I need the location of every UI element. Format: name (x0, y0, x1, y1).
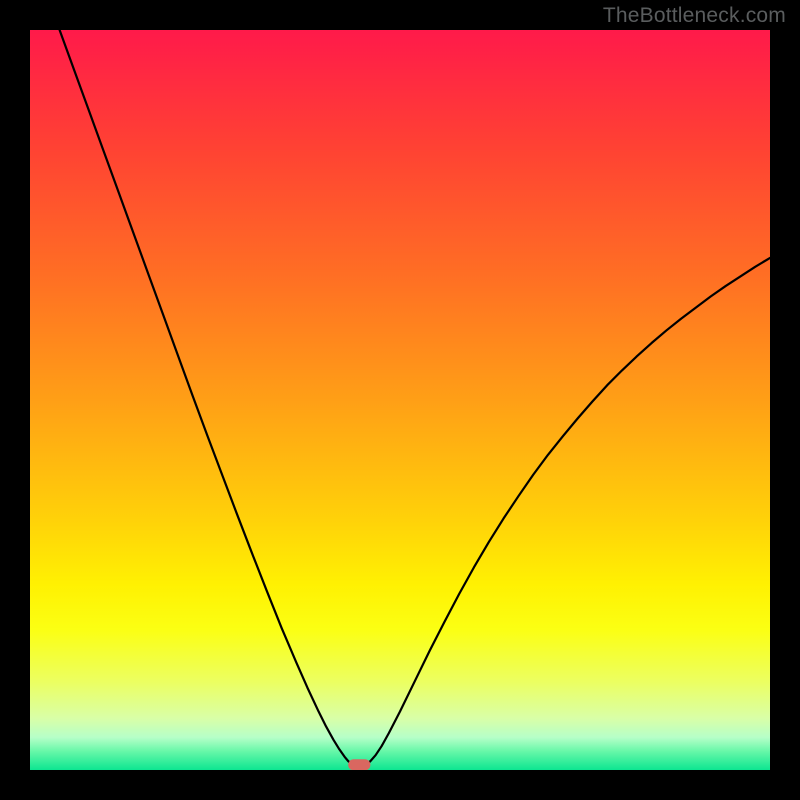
chart-background (30, 30, 770, 770)
bottleneck-chart (30, 30, 770, 770)
watermark-text: TheBottleneck.com (603, 4, 786, 28)
optimal-marker (348, 759, 370, 770)
plot-area (30, 30, 770, 770)
chart-frame: TheBottleneck.com (0, 0, 800, 800)
